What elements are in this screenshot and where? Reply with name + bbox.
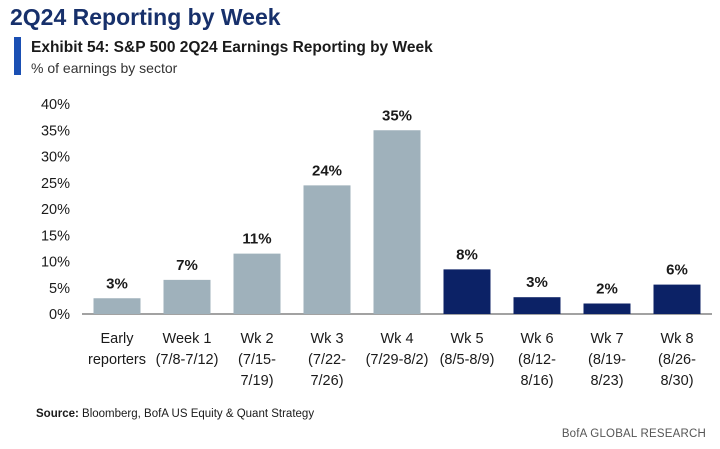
x-tick-label: reporters — [88, 352, 146, 368]
x-tick-label: Wk 3 — [310, 331, 343, 347]
x-tick-label: (8/19- — [588, 352, 626, 368]
exhibit-accent-bar — [14, 37, 21, 75]
exhibit-subtitle: % of earnings by sector — [31, 60, 178, 76]
bar — [513, 297, 561, 314]
x-tick-label: (8/12- — [518, 352, 556, 368]
x-tick-label: Wk 8 — [660, 331, 693, 347]
brand-label: BofA GLOBAL RESEARCH — [561, 428, 706, 440]
x-tick-label: 7/19) — [240, 373, 273, 389]
data-label: 6% — [666, 262, 688, 279]
x-tick-label: (7/22- — [308, 352, 346, 368]
x-tick-label: Wk 4 — [380, 331, 413, 347]
data-label: 24% — [312, 162, 342, 179]
y-tick-label: 25% — [41, 176, 70, 192]
x-tick-label: Week 1 — [163, 331, 212, 347]
x-tick-label: (7/29-8/2) — [366, 352, 429, 368]
bar — [93, 298, 141, 314]
y-tick-label: 35% — [41, 123, 70, 139]
bar — [303, 185, 351, 314]
x-tick-label: 8/30) — [660, 373, 693, 389]
x-tick-label: 8/23) — [590, 373, 623, 389]
source-text: Bloomberg, BofA US Equity & Quant Strate… — [82, 408, 315, 420]
x-tick-label: (7/15- — [238, 352, 276, 368]
x-tick-label: (8/5-8/9) — [440, 352, 495, 368]
bar — [373, 130, 421, 314]
y-tick-label: 40% — [41, 97, 70, 113]
data-label: 7% — [176, 257, 198, 274]
x-tick-label: 8/16) — [520, 373, 553, 389]
x-tick-label: Wk 2 — [240, 331, 273, 347]
exhibit-title: Exhibit 54: S&P 500 2Q24 Earnings Report… — [31, 39, 433, 56]
data-label: 3% — [106, 275, 128, 292]
data-label: 2% — [596, 281, 618, 298]
y-tick-label: 30% — [41, 150, 70, 166]
x-tick-label: (7/8-7/12) — [156, 352, 219, 368]
bar — [443, 269, 491, 314]
data-label: 8% — [456, 246, 478, 263]
x-tick-label: Wk 6 — [520, 331, 553, 347]
bar — [233, 253, 281, 314]
data-label: 11% — [242, 231, 271, 248]
y-tick-label: 0% — [49, 307, 70, 323]
y-tick-label: 20% — [41, 202, 70, 218]
source-note: Source: Bloomberg, BofA US Equity & Quan… — [36, 408, 314, 420]
y-tick-label: 15% — [41, 228, 70, 244]
bar — [163, 279, 211, 314]
data-label: 3% — [526, 274, 548, 291]
x-tick-label: Early — [100, 331, 134, 347]
x-tick-label: (8/26- — [658, 352, 696, 368]
y-tick-label: 10% — [41, 255, 70, 271]
source-label: Source: — [36, 408, 79, 420]
x-tick-label: Wk 7 — [590, 331, 623, 347]
y-tick-label: 5% — [49, 281, 70, 297]
x-tick-label: 7/26) — [310, 373, 343, 389]
x-tick-label: Wk 5 — [450, 331, 483, 347]
data-label: 35% — [382, 107, 412, 124]
page-title: 2Q24 Reporting by Week — [10, 4, 281, 30]
bar — [583, 303, 631, 314]
bar — [653, 284, 701, 314]
